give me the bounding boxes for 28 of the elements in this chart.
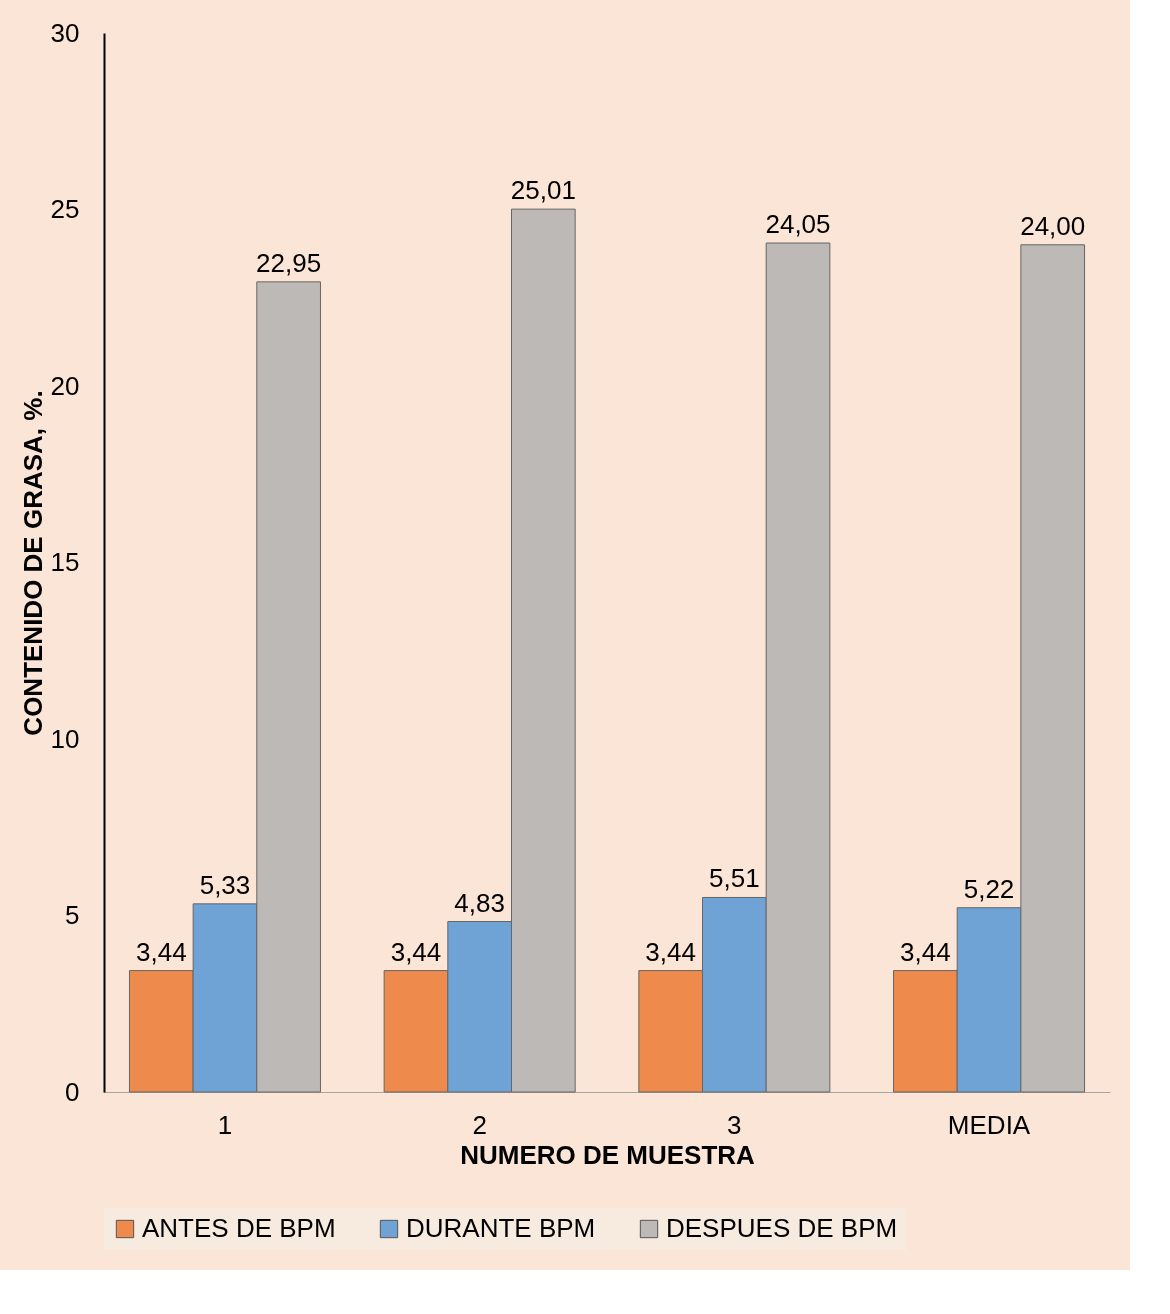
y-axis-title: CONTENIDO DE GRASA, %. [17,390,48,736]
data-label: 3,44 [390,936,442,967]
x-tick-label: 1 [217,1109,233,1140]
x-tick-label: 3 [727,1109,742,1140]
y-tick-label: 15 [50,547,80,577]
data-label: 25,01 [510,175,576,206]
data-label: 22,95 [256,247,322,278]
y-tick-label: 10 [50,723,80,754]
y-tick-label: 5 [65,900,80,930]
x-tick-label: MEDIA [947,1109,1031,1140]
y-tick-label: 25 [50,194,80,224]
legend-label: DESPUES DE BPM [666,1213,898,1243]
legend-label: DURANTE BPM [406,1213,596,1243]
data-label: 5,33 [199,869,251,900]
data-label: 5,51 [709,863,760,894]
y-tick-label: 30 [50,17,80,48]
legend-label: ANTES DE BPM [142,1213,336,1243]
data-label: 3,44 [900,936,951,967]
data-label: 3,44 [645,936,696,967]
x-axis-title: NUMERO DE MUESTRA [460,1139,756,1170]
y-tick-label: 0 [65,1076,80,1107]
data-label: 24,00 [1020,210,1086,241]
x-tick-label: 2 [472,1109,487,1140]
data-label: 3,44 [136,936,187,967]
data-label: 4,83 [454,887,505,918]
y-tick-label: 20 [50,370,80,401]
data-label: 24,05 [765,209,831,240]
data-label: 5,22 [963,873,1015,904]
